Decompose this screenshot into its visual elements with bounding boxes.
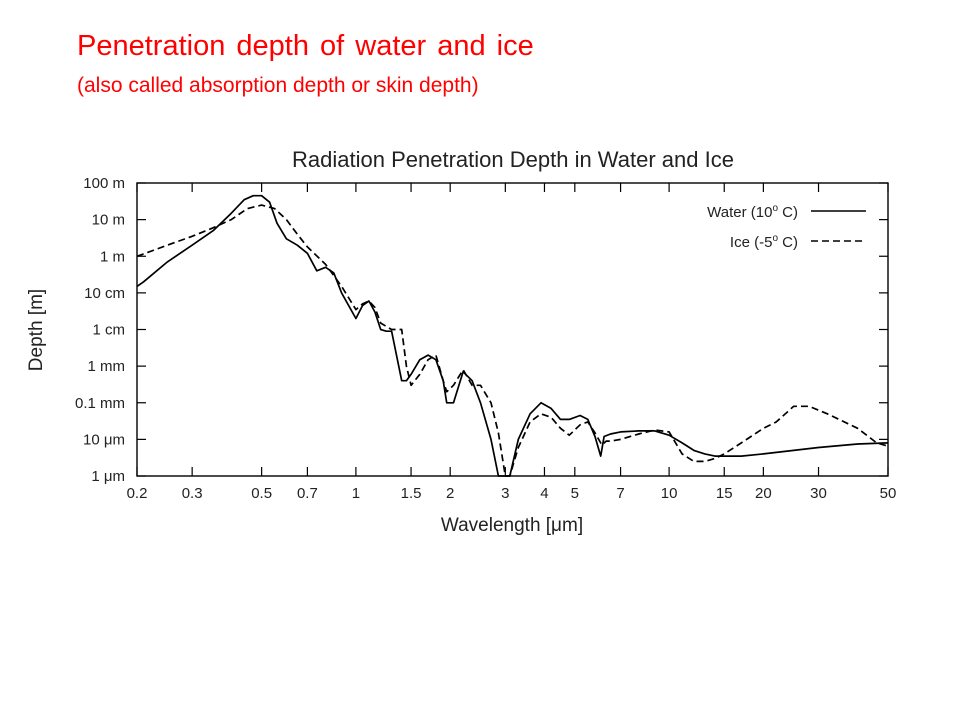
slide-subtitle: (also called absorption depth or skin de… — [77, 74, 479, 97]
legend-label-water: Water (10o C) — [707, 203, 798, 221]
legend-entry-water: Water (10o C) — [707, 203, 866, 221]
x-tick-label: 2 — [446, 485, 454, 502]
y-tick-label: 10 m — [92, 212, 125, 229]
legend-label-ice: Ice (-5o C) — [730, 233, 798, 251]
y-tick-label: 1 μm — [91, 468, 125, 485]
slide-title: Penetration depth of water and ice — [77, 30, 534, 62]
x-tick-label: 20 — [755, 485, 772, 502]
x-tick-label: 7 — [616, 485, 624, 502]
x-tick-label: 1 — [352, 485, 360, 502]
x-tick-label: 50 — [880, 485, 897, 502]
chart-title: Radiation Penetration Depth in Water and… — [292, 147, 734, 172]
x-tick-label: 5 — [571, 485, 579, 502]
x-tick-label: 10 — [661, 485, 678, 502]
x-tick-label: 3 — [501, 485, 509, 502]
series-line-ice — [136, 204, 889, 477]
x-tick-label: 0.7 — [297, 485, 318, 502]
y-tick-label: 10 μm — [83, 431, 125, 448]
x-axis-ticks: 0.2 0.3 0.5 0.7 1 1.5 2 3 4 5 7 10 15 20 30 50 — [127, 183, 897, 502]
x-tick-label: 0.3 — [182, 485, 203, 502]
legend-entry-ice: Ice (-5o C) — [730, 233, 866, 251]
y-axis-ticks: 1 μm 10 μm 0.1 mm 1 mm 1 cm 10 cm 1 m 10 m 100 m — [75, 175, 888, 485]
y-tick-label: 1 mm — [88, 358, 126, 375]
y-tick-label: 1 m — [100, 248, 125, 265]
y-tick-label: 100 m — [83, 175, 125, 192]
x-tick-label: 15 — [716, 485, 733, 502]
series-layer — [136, 194, 889, 477]
x-tick-label: 1.5 — [401, 485, 422, 502]
y-tick-label: 1 cm — [92, 322, 125, 339]
legend: Water (10o C) Ice (-5o C) — [707, 203, 866, 251]
x-axis-label: Wavelength [μm] — [441, 515, 583, 536]
x-tick-label: 30 — [810, 485, 827, 502]
x-tick-label: 0.5 — [251, 485, 272, 502]
plot-frame — [136, 182, 889, 477]
x-tick-label: 0.2 — [127, 485, 148, 502]
y-axis-label: Depth [m] — [26, 289, 47, 371]
y-tick-label: 0.1 mm — [75, 395, 125, 412]
y-tick-label: 10 cm — [84, 285, 125, 302]
x-tick-label: 4 — [540, 485, 548, 502]
series-line-water — [136, 194, 889, 477]
